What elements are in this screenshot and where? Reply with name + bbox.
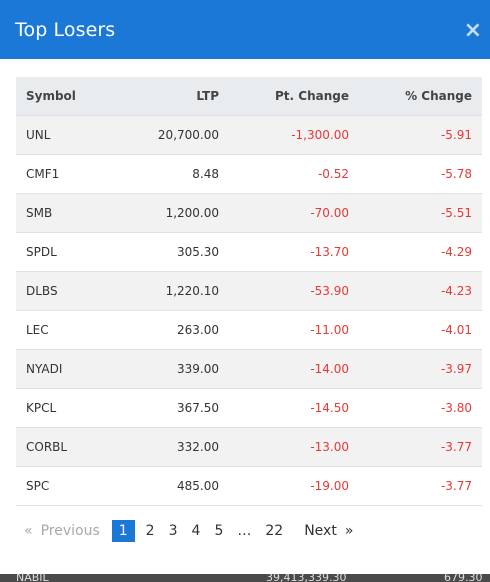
- cell-symbol: SMB: [16, 193, 121, 233]
- next-arrow-icon[interactable]: »: [344, 523, 354, 539]
- header-pct-change[interactable]: % Change: [361, 77, 482, 116]
- cell-ltp: 305.30: [121, 232, 231, 272]
- cell-pct-change: -5.78: [361, 154, 482, 194]
- cell-pt-change: -19.00: [231, 466, 361, 506]
- cell-pt-change: -14.00: [231, 349, 361, 389]
- cell-ltp: 332.00: [121, 427, 231, 467]
- table-row[interactable]: CORBL 332.00 -13.00 -3.77: [16, 427, 482, 467]
- cell-pt-change: -53.90: [231, 271, 361, 311]
- cell-pct-change: -4.23: [361, 271, 482, 311]
- header-pt-change[interactable]: Pt. Change: [231, 77, 361, 116]
- backdrop-value: 39,413,339.30: [266, 574, 347, 582]
- backdrop-change: 679.30: [444, 574, 483, 582]
- modal-header: Top Losers ×: [0, 0, 490, 59]
- cell-symbol: SPDL: [16, 232, 121, 272]
- table-header-row: Symbol LTP Pt. Change % Change: [16, 77, 482, 116]
- cell-ltp: 20,700.00: [121, 115, 231, 155]
- header-ltp[interactable]: LTP: [121, 77, 231, 116]
- page-button-5[interactable]: 5: [214, 523, 224, 539]
- cell-pct-change: -3.80: [361, 388, 482, 428]
- cell-symbol: NYADI: [16, 349, 121, 389]
- page-button-3[interactable]: 3: [168, 523, 178, 539]
- page-button-2[interactable]: 2: [145, 523, 155, 539]
- cell-symbol: KPCL: [16, 388, 121, 428]
- header-symbol[interactable]: Symbol: [16, 77, 121, 116]
- cell-pct-change: -4.01: [361, 310, 482, 350]
- cell-symbol: DLBS: [16, 271, 121, 311]
- page-button-22[interactable]: 22: [265, 523, 284, 539]
- cell-pct-change: -3.97: [361, 349, 482, 389]
- cell-ltp: 339.00: [121, 349, 231, 389]
- cell-pct-change: -3.77: [361, 427, 482, 467]
- previous-button: Previous: [40, 523, 100, 539]
- cell-pt-change: -11.00: [231, 310, 361, 350]
- cell-symbol: LEC: [16, 310, 121, 350]
- cell-pt-change: -14.50: [231, 388, 361, 428]
- cell-ltp: 485.00: [121, 466, 231, 506]
- backdrop-symbol: NABIL: [16, 574, 49, 582]
- table-row[interactable]: SPDL 305.30 -13.70 -4.29: [16, 232, 482, 272]
- cell-pt-change: -70.00: [231, 193, 361, 233]
- page-button-4[interactable]: 4: [191, 523, 201, 539]
- cell-pct-change: -5.51: [361, 193, 482, 233]
- prev-arrow-icon: «: [24, 523, 33, 539]
- cell-ltp: 1,200.00: [121, 193, 231, 233]
- table-row[interactable]: KPCL 367.50 -14.50 -3.80: [16, 388, 482, 428]
- modal-title: Top Losers: [15, 18, 116, 41]
- cell-ltp: 367.50: [121, 388, 231, 428]
- cell-symbol: CORBL: [16, 427, 121, 467]
- cell-symbol: CMF1: [16, 154, 121, 194]
- cell-ltp: 1,220.10: [121, 271, 231, 311]
- close-icon[interactable]: ×: [463, 17, 482, 43]
- table-row[interactable]: NYADI 339.00 -14.00 -3.97: [16, 349, 482, 389]
- cell-pt-change: -1,300.00: [231, 115, 361, 155]
- cell-pct-change: -5.91: [361, 115, 482, 155]
- next-button[interactable]: Next: [304, 523, 337, 539]
- cell-pct-change: -3.77: [361, 466, 482, 506]
- table-row[interactable]: SPC 485.00 -19.00 -3.77: [16, 466, 482, 506]
- table-row[interactable]: CMF1 8.48 -0.52 -5.78: [16, 154, 482, 194]
- cell-ltp: 263.00: [121, 310, 231, 350]
- cell-symbol: UNL: [16, 115, 121, 155]
- cell-pt-change: -0.52: [231, 154, 361, 194]
- table-row[interactable]: UNL 20,700.00 -1,300.00 -5.91: [16, 115, 482, 155]
- page-button-1[interactable]: 1: [111, 520, 135, 542]
- cell-pt-change: -13.70: [231, 232, 361, 272]
- table-row[interactable]: DLBS 1,220.10 -53.90 -4.23: [16, 271, 482, 311]
- top-losers-table: Symbol LTP Pt. Change % Change UNL 20,70…: [16, 77, 482, 506]
- table-row[interactable]: LEC 263.00 -11.00 -4.01: [16, 310, 482, 350]
- page-ellipsis: …: [237, 523, 252, 539]
- cell-ltp: 8.48: [121, 154, 231, 194]
- cell-symbol: SPC: [16, 466, 121, 506]
- table-row[interactable]: SMB 1,200.00 -70.00 -5.51: [16, 193, 482, 233]
- cell-pt-change: -13.00: [231, 427, 361, 467]
- cell-pct-change: -4.29: [361, 232, 482, 272]
- pagination: « Previous 1 2 3 4 5 … 22 Next »: [20, 520, 357, 542]
- backdrop-table-row: NABIL 39,413,339.30 679.30: [0, 574, 490, 582]
